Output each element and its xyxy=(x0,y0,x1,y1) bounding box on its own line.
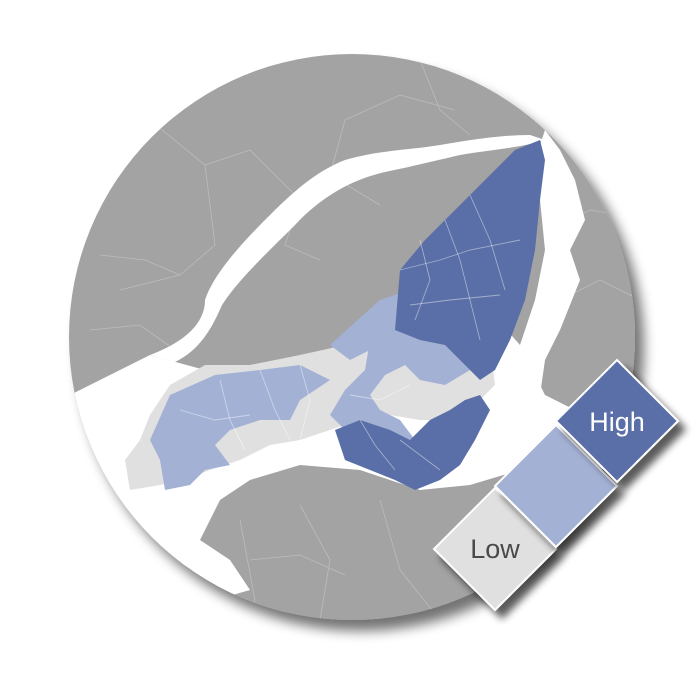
district-boundaries xyxy=(179,194,521,471)
legend-low-label: Low xyxy=(470,534,520,564)
island-high-region-south xyxy=(335,395,490,490)
riviere-des-prairies xyxy=(150,135,545,362)
legend-high-label: High xyxy=(589,407,645,437)
legend-tile-medium xyxy=(493,423,619,549)
legend: Low High xyxy=(432,358,680,612)
legend-tile-low: Low xyxy=(432,486,558,612)
island-medium-region xyxy=(150,365,330,490)
east-river-channel xyxy=(485,130,585,480)
island-high-region-north xyxy=(395,140,545,380)
legend-tile-high: High xyxy=(554,358,680,484)
island-medium-region-3 xyxy=(330,300,395,360)
